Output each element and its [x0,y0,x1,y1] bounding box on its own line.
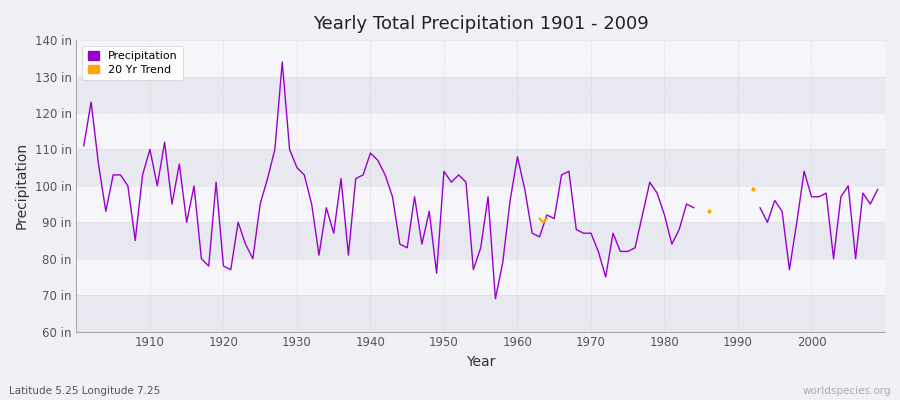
Y-axis label: Precipitation: Precipitation [15,142,29,230]
Bar [76,295,885,332]
Bar [76,259,885,295]
Text: worldspecies.org: worldspecies.org [803,386,891,396]
Bar [76,113,885,150]
Bar [76,76,885,113]
Title: Yearly Total Precipitation 1901 - 2009: Yearly Total Precipitation 1901 - 2009 [313,15,649,33]
Bar [76,222,885,259]
Text: Latitude 5.25 Longitude 7.25: Latitude 5.25 Longitude 7.25 [9,386,160,396]
Bar [76,40,885,76]
Bar [76,186,885,222]
Bar [76,150,885,186]
X-axis label: Year: Year [466,355,495,369]
Legend: Precipitation, 20 Yr Trend: Precipitation, 20 Yr Trend [82,46,183,80]
